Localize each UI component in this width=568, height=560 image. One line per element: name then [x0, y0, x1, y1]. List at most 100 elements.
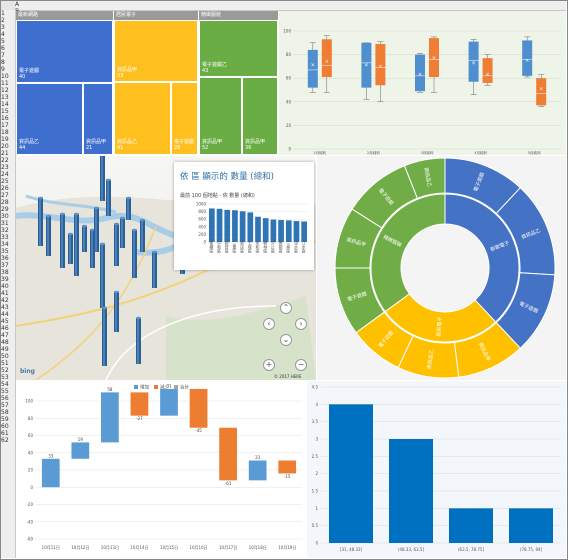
- map-card-bar[interactable]: [232, 210, 238, 242]
- box-b[interactable]: ×: [321, 35, 332, 93]
- row-header-42[interactable]: 42: [1, 297, 9, 304]
- row-header-25[interactable]: 25: [1, 178, 9, 185]
- row-header-16[interactable]: 16: [1, 115, 9, 122]
- histogram-bar[interactable]: [389, 439, 433, 543]
- box-a[interactable]: ×: [415, 53, 425, 93]
- histogram-bar[interactable]: [329, 404, 373, 543]
- sunburst-inner-segment[interactable]: 新歌電子: [444, 193, 520, 323]
- map-column[interactable]: [38, 196, 43, 246]
- 3d-map[interactable]: 依 區 顯示的 數量 (總和) 最前 100 個地點 - 依 數量 (總和) 1…: [16, 156, 316, 380]
- map-column[interactable]: [136, 316, 141, 364]
- sunburst-outer-segment[interactable]: 資訊品乙: [403, 157, 446, 199]
- map-column[interactable]: [100, 156, 105, 201]
- row-header-13[interactable]: 13: [1, 94, 9, 101]
- box-a[interactable]: ×: [361, 42, 372, 100]
- row-header-44[interactable]: 44: [1, 311, 9, 318]
- map-card-bar[interactable]: [209, 208, 215, 242]
- row-header-47[interactable]: 47: [1, 332, 9, 339]
- row-header-61[interactable]: 61: [1, 430, 9, 437]
- waterfall-bar[interactable]: [71, 442, 90, 459]
- row-header-20[interactable]: 20: [1, 143, 9, 150]
- row-header-48[interactable]: 48: [1, 339, 9, 346]
- map-chart-card[interactable]: 依 區 顯示的 數量 (總和) 最前 100 個地點 - 依 數量 (總和) 1…: [174, 162, 314, 270]
- treemap-cell[interactable]: 電子遊戲 40: [16, 20, 113, 83]
- row-header-10[interactable]: 10: [1, 73, 9, 80]
- map-card-bar[interactable]: [255, 216, 261, 242]
- waterfall-bar[interactable]: [160, 388, 178, 416]
- map-card-bar[interactable]: [247, 212, 254, 242]
- box-b[interactable]: ×: [482, 54, 493, 86]
- row-header-40[interactable]: 40: [1, 283, 9, 290]
- tilt-up-button[interactable]: ⌃: [280, 302, 292, 314]
- histogram-bar[interactable]: [509, 508, 553, 543]
- map-column[interactable]: [114, 222, 119, 266]
- row-header-55[interactable]: 55: [1, 388, 9, 395]
- legend-item[interactable]: 增加: [134, 384, 149, 391]
- row-header-52[interactable]: 52: [1, 367, 9, 374]
- row-header-59[interactable]: 59: [1, 416, 9, 423]
- row-header-54[interactable]: 54: [1, 381, 9, 388]
- map-column[interactable]: [60, 212, 65, 268]
- waterfall-bar[interactable]: [130, 392, 149, 416]
- map-card-bar[interactable]: [270, 219, 277, 242]
- row-header-45[interactable]: 45: [1, 318, 9, 325]
- map-card-bar[interactable]: [224, 209, 231, 242]
- row-header-38[interactable]: 38: [1, 269, 9, 276]
- zoom-in-button[interactable]: +: [263, 359, 275, 371]
- row-header-39[interactable]: 39: [1, 276, 9, 283]
- treemap-cell[interactable]: 資訊品甲 21: [83, 83, 113, 155]
- row-header-22[interactable]: 22: [1, 157, 9, 164]
- row-header-17[interactable]: 17: [1, 122, 9, 129]
- box-a[interactable]: ×: [522, 36, 533, 78]
- row-header-21[interactable]: 21: [1, 150, 9, 157]
- waterfall-bar[interactable]: [189, 388, 208, 428]
- waterfall-bar[interactable]: [248, 460, 267, 481]
- row-header-60[interactable]: 60: [1, 423, 9, 430]
- treemap-cell[interactable]: 電子遊戲 28: [171, 82, 198, 155]
- row-header-56[interactable]: 56: [1, 395, 9, 402]
- box-whisker-chart[interactable]: 100 80 60 40 20 0 1月純利 × × 2月純利 × × 3月純利 × × 4月純利 × × 5月純利…: [279, 11, 566, 155]
- row-header-5[interactable]: 5: [1, 38, 5, 45]
- treemap-cell[interactable]: 資訊品甲 52: [199, 77, 242, 155]
- treemap-cell[interactable]: 資訊品甲 33: [114, 20, 198, 82]
- map-column[interactable]: [120, 216, 125, 248]
- map-column[interactable]: [106, 178, 111, 216]
- row-header-46[interactable]: 46: [1, 325, 9, 332]
- tilt-down-button[interactable]: ⌄: [280, 334, 292, 346]
- map-card-bar[interactable]: [293, 221, 300, 242]
- row-header-35[interactable]: 35: [1, 248, 9, 255]
- treemap-chart[interactable]: 最新網路 電子遊戲 40 資訊品乙 44 資訊品甲 21 居民電子 資訊品甲 33 資訊品乙 41 電子…: [16, 11, 278, 155]
- row-header-6[interactable]: 6: [1, 45, 5, 52]
- row-header-62[interactable]: 62: [1, 437, 9, 444]
- row-header-19[interactable]: 19: [1, 136, 9, 143]
- map-card-bar[interactable]: [301, 221, 307, 242]
- row-header-18[interactable]: 18: [1, 129, 9, 136]
- map-column[interactable]: [102, 306, 107, 366]
- sunburst-inner-segment[interactable]: 精緻服裝: [370, 193, 446, 313]
- row-header-33[interactable]: 33: [1, 234, 9, 241]
- row-header-49[interactable]: 49: [1, 346, 9, 353]
- row-header-41[interactable]: 41: [1, 290, 9, 297]
- row-header-36[interactable]: 36: [1, 255, 9, 262]
- row-header-50[interactable]: 50: [1, 353, 9, 360]
- map-column[interactable]: [90, 228, 95, 268]
- row-header-27[interactable]: 27: [1, 192, 9, 199]
- waterfall-bar[interactable]: [278, 460, 297, 474]
- treemap-cell[interactable]: 資訊品乙 44: [16, 83, 83, 155]
- map-card-bar[interactable]: [262, 218, 269, 242]
- row-header-7[interactable]: 7: [1, 52, 5, 59]
- row-header-24[interactable]: 24: [1, 171, 9, 178]
- map-card-bar[interactable]: [278, 219, 284, 242]
- map-column[interactable]: [100, 242, 105, 308]
- map-column[interactable]: [82, 224, 87, 252]
- map-column[interactable]: [68, 232, 73, 264]
- row-header-4[interactable]: 4: [1, 31, 5, 38]
- treemap-cell[interactable]: 資訊品乙 41: [114, 82, 171, 155]
- map-column[interactable]: [126, 196, 131, 220]
- row-header-34[interactable]: 34: [1, 241, 9, 248]
- row-header-1[interactable]: 1: [1, 10, 5, 17]
- row-header-30[interactable]: 30: [1, 213, 9, 220]
- row-header-26[interactable]: 26: [1, 185, 9, 192]
- histogram-chart[interactable]: 4.5 4 3.5 3 2.5 2 1.5 1 0.5 0 [31, 48.33] (48.33, 6…: [307, 381, 566, 558]
- box-b[interactable]: ×: [375, 41, 386, 103]
